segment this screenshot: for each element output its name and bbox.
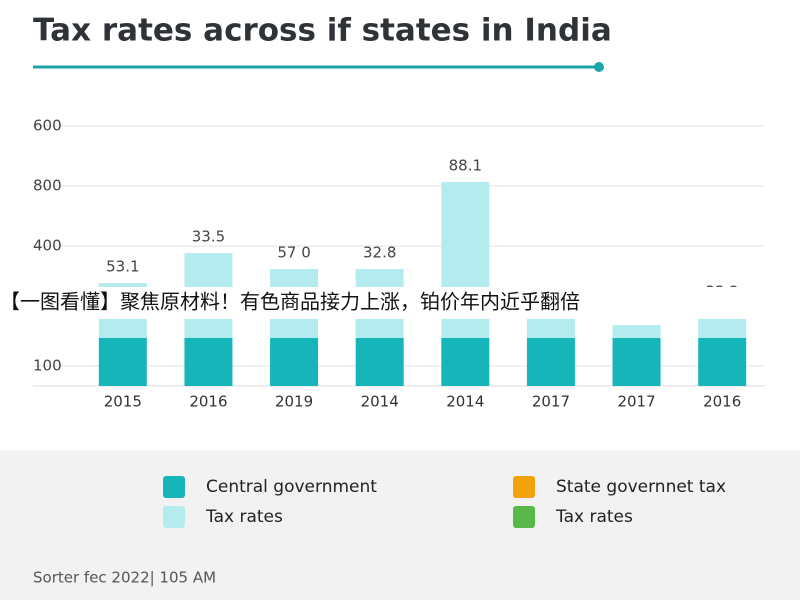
bar-segment xyxy=(526,338,575,386)
data-label: 32.8 xyxy=(363,244,396,262)
legend-label: State governnet tax xyxy=(556,477,726,497)
x-tick-label: 2015 xyxy=(104,393,142,411)
y-tick-label: 800 xyxy=(33,177,62,195)
y-tick-label: 100 xyxy=(33,357,62,375)
legend-label: Tax rates xyxy=(205,507,283,527)
bar-segment xyxy=(355,338,404,386)
banner-bg xyxy=(0,287,800,319)
x-tick-label: 2014 xyxy=(446,393,484,411)
bar-segment xyxy=(270,338,319,386)
legend-label: Central government xyxy=(206,477,377,497)
bar-segment xyxy=(612,325,661,338)
x-tick-label: 2016 xyxy=(703,393,741,411)
y-tick-label: 600 xyxy=(33,117,62,135)
y-tick-label: 400 xyxy=(33,237,62,255)
title-rule-dot xyxy=(594,62,604,72)
footer: Sorter fec 2022| 105 AM xyxy=(33,569,216,587)
data-label: 57 0 xyxy=(277,244,310,262)
data-label: 33.5 xyxy=(192,228,225,246)
legend-swatch xyxy=(513,506,535,528)
x-tick-label: 2014 xyxy=(361,393,399,411)
bar-segment xyxy=(698,338,747,386)
chart-title: Tax rates across if states in India xyxy=(33,13,612,49)
bar-segment xyxy=(98,338,147,386)
x-tick-label: 2016 xyxy=(189,393,227,411)
legend-swatch xyxy=(163,506,185,528)
legend-panel xyxy=(0,450,800,600)
data-label: 88.1 xyxy=(449,157,482,175)
legend-label: Tax rates xyxy=(555,507,633,527)
x-tick-label: 2017 xyxy=(532,393,570,411)
bar-segment xyxy=(612,338,661,386)
x-tick-label: 2017 xyxy=(617,393,655,411)
x-tick-label: 2019 xyxy=(275,393,313,411)
legend-swatch xyxy=(163,476,185,498)
legend-swatch xyxy=(513,476,535,498)
banner: 【一图看懂】聚焦原材料！有色商品接力上涨，铂价年内近乎翻倍 xyxy=(0,290,580,314)
bar-segment xyxy=(441,338,490,386)
bar-segment xyxy=(184,338,233,386)
data-label: 53.1 xyxy=(106,258,139,276)
